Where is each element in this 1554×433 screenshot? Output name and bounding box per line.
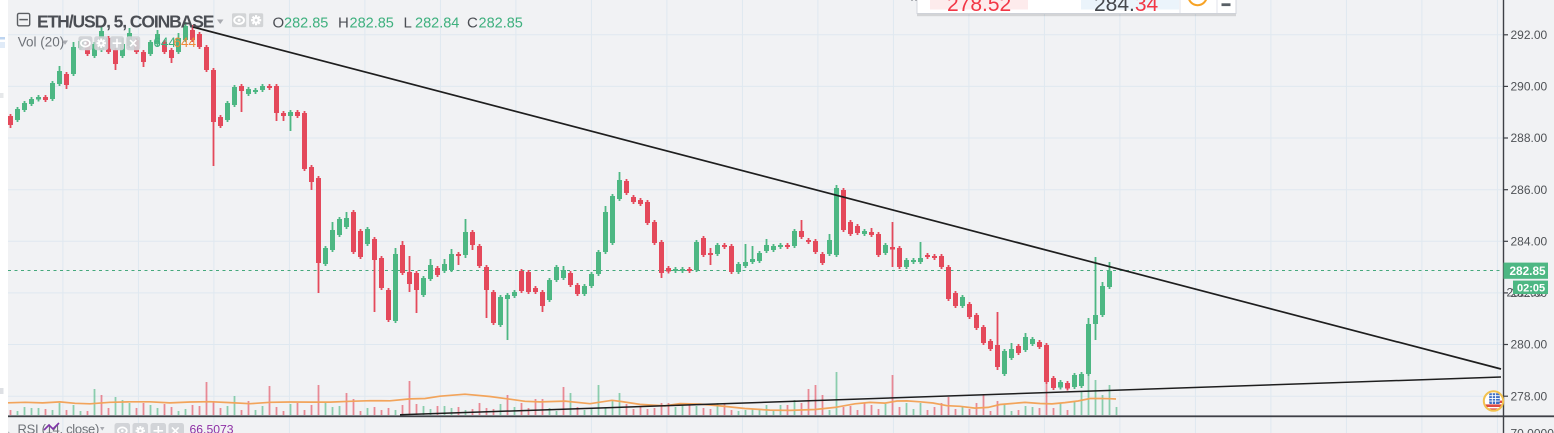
svg-text:282.85: 282.85 [350, 16, 394, 32]
svg-text:278.00: 278.00 [1511, 389, 1548, 403]
svg-text:L: L [404, 15, 412, 32]
svg-text:292.00: 292.00 [1511, 28, 1548, 42]
svg-text:286.00: 286.00 [1511, 183, 1548, 197]
svg-text:290.00: 290.00 [1511, 80, 1548, 94]
svg-text:Vol (20): Vol (20) [18, 34, 65, 49]
svg-text:280.00: 280.00 [1511, 338, 1548, 352]
svg-text:70.0000: 70.0000 [1511, 427, 1554, 433]
svg-text:282.85: 282.85 [1510, 264, 1547, 278]
svg-text:282.85: 282.85 [479, 16, 523, 32]
svg-text:284.34: 284.34 [1094, 0, 1159, 16]
svg-text:282.84: 282.84 [415, 16, 459, 32]
svg-text:02:05: 02:05 [1517, 282, 1545, 294]
svg-text:284.00: 284.00 [1511, 235, 1548, 249]
svg-text:C: C [467, 15, 478, 32]
svg-text:278.52: 278.52 [947, 0, 1011, 16]
svg-text:O: O [273, 15, 285, 32]
svg-text:ETH/USD, 5, COINBASE: ETH/USD, 5, COINBASE [37, 12, 214, 32]
svg-text:H: H [338, 15, 349, 32]
svg-text:288.00: 288.00 [1511, 131, 1548, 145]
svg-text:644: 644 [174, 35, 197, 50]
svg-text:66.5073: 66.5073 [190, 423, 234, 433]
svg-text:RSI (14, close): RSI (14, close) [18, 422, 99, 433]
svg-text:282.85: 282.85 [284, 16, 328, 32]
svg-text:644: 644 [153, 35, 176, 50]
